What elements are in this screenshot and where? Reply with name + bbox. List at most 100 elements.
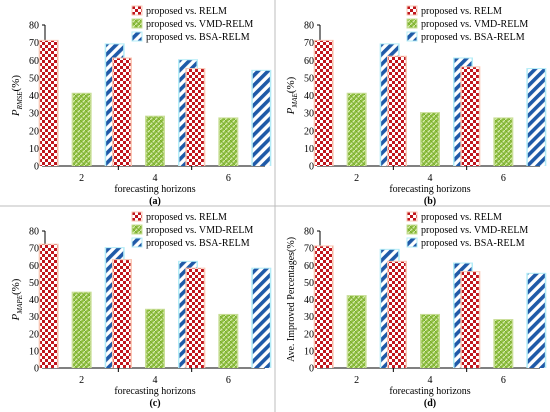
legend-swatch-vmd-relm: [131, 18, 143, 29]
y-tick-label: 80: [29, 21, 39, 32]
y-tick-label: 20: [304, 329, 314, 340]
bar-relm-h2: [315, 246, 333, 368]
legend-swatch-relm: [406, 5, 418, 16]
y-tick-label: 50: [304, 73, 314, 84]
y-tick-label: 30: [29, 312, 39, 323]
y-tick-label: 40: [29, 295, 39, 306]
y-tick-label: 20: [29, 126, 39, 137]
bar-bsa-relm-h6: [252, 268, 270, 368]
legend-swatch-vmd-relm: [131, 224, 143, 235]
x-axis-label: forecasting horizons: [389, 386, 470, 397]
legend-label-bsa-relm: proposed vs. BSA-RELM: [146, 32, 250, 43]
x-tick-label: 6: [501, 375, 506, 386]
panel-label: (c): [149, 398, 160, 409]
bar-relm-h2: [315, 40, 333, 166]
y-tick-label: 0: [309, 364, 314, 375]
bar-relm-h6: [186, 69, 204, 166]
legend-swatch-bsa-relm: [131, 31, 143, 42]
bar-relm-h2: [40, 40, 58, 166]
y-tick-label: 10: [29, 346, 39, 357]
legend-label-relm: proposed vs. RELM: [421, 6, 502, 17]
bar-relm-h2: [40, 244, 58, 368]
x-tick-label: 4: [153, 173, 158, 184]
y-axis-label: Ave. Improved Percentages(%): [286, 237, 297, 362]
legend-swatch-bsa-relm: [131, 237, 143, 248]
legend-swatch-vmd-relm: [406, 224, 418, 235]
bar-vmd-relm-h4: [421, 113, 439, 166]
y-tick-label: 60: [304, 56, 314, 67]
x-tick-label: 6: [501, 173, 506, 184]
y-tick-label: 80: [304, 21, 314, 32]
bar-vmd-relm-h6: [219, 118, 237, 166]
panel-c: 0 10 20 30 40 50 60 70 80 2 4 6 forecasting horizons…: [10, 211, 272, 409]
legend: proposed vs. RELM proposed vs. VMD-RELM pr…: [131, 5, 253, 43]
legend: proposed vs. RELM proposed vs. VMD-RELM pr…: [406, 211, 528, 249]
y-axis-label: PMAE(%): [285, 76, 299, 115]
legend-label-relm: proposed vs. RELM: [421, 212, 502, 223]
y-tick-label: 70: [29, 38, 39, 49]
x-tick-label: 4: [428, 173, 433, 184]
bar-relm-h6: [186, 268, 204, 368]
legend-label-vmd-relm: proposed vs. VMD-RELM: [146, 19, 253, 30]
y-tick-label: 60: [304, 261, 314, 272]
bar-vmd-relm-h2: [348, 93, 366, 166]
y-tick-label: 60: [29, 56, 39, 67]
y-tick-label: 10: [304, 144, 314, 155]
bar-vmd-relm-h6: [494, 118, 512, 166]
y-tick-label: 0: [34, 162, 39, 173]
legend-label-vmd-relm: proposed vs. VMD-RELM: [421, 225, 528, 236]
panel-a: 0 10 20 30 40 50 60 70 80 2 4 6 forecasting horizons…: [10, 5, 272, 207]
panel-label: (b): [424, 196, 436, 207]
y-axis-label: PMAPE(%): [10, 278, 24, 321]
x-tick-label: 6: [226, 375, 231, 386]
y-tick-label: 30: [29, 109, 39, 120]
y-tick-label: 0: [309, 162, 314, 173]
bar-vmd-relm-h4: [146, 309, 164, 368]
panel-b: 0 10 20 30 40 50 60 70 80 2 4 6 forecasting horizons…: [285, 5, 547, 207]
y-tick-label: 50: [29, 278, 39, 289]
legend-label-bsa-relm: proposed vs. BSA-RELM: [146, 238, 250, 249]
bar-relm-h6: [461, 67, 479, 166]
y-tick-label: 40: [29, 91, 39, 102]
x-tick-label: 2: [354, 375, 359, 386]
bar-vmd-relm-h4: [146, 116, 164, 166]
bar-bsa-relm-h6: [252, 70, 270, 166]
x-axis-label: forecasting horizons: [114, 386, 195, 397]
x-axis-label: forecasting horizons: [114, 184, 195, 195]
bar-bsa-relm-h6: [527, 273, 545, 368]
y-axis-label: PRMSE(%): [10, 75, 24, 117]
y-tick-label: 30: [304, 109, 314, 120]
bar-vmd-relm-h6: [494, 320, 512, 368]
legend-swatch-relm: [131, 211, 143, 222]
legend-swatch-bsa-relm: [406, 237, 418, 248]
panel-label: (a): [149, 196, 161, 207]
y-tick-label: 40: [304, 295, 314, 306]
y-tick-label: 20: [304, 126, 314, 137]
legend-label-vmd-relm: proposed vs. VMD-RELM: [421, 19, 528, 30]
y-tick-label: 20: [29, 329, 39, 340]
bar-relm-h4: [113, 260, 131, 368]
y-tick-label: 80: [304, 227, 314, 238]
x-tick-label: 2: [79, 375, 84, 386]
bar-vmd-relm-h6: [219, 314, 237, 368]
legend-label-relm: proposed vs. RELM: [146, 6, 227, 17]
legend-swatch-vmd-relm: [406, 18, 418, 29]
panel-d: 0 10 20 30 40 50 60 70 80 2 4 6 forecasting horizons…: [286, 211, 547, 409]
legend-swatch-relm: [131, 5, 143, 16]
bar-relm-h4: [388, 56, 406, 166]
y-tick-label: 70: [304, 38, 314, 49]
y-tick-label: 30: [304, 312, 314, 323]
bar-relm-h4: [113, 58, 131, 166]
y-tick-label: 80: [29, 227, 39, 238]
legend-label-bsa-relm: proposed vs. BSA-RELM: [421, 32, 525, 43]
y-tick-label: 10: [29, 144, 39, 155]
bar-bsa-relm-h6: [527, 69, 545, 166]
y-tick-label: 0: [34, 364, 39, 375]
legend-label-vmd-relm: proposed vs. VMD-RELM: [146, 225, 253, 236]
legend-label-bsa-relm: proposed vs. BSA-RELM: [421, 238, 525, 249]
x-tick-label: 2: [354, 173, 359, 184]
y-tick-label: 70: [304, 244, 314, 255]
y-tick-label: 40: [304, 91, 314, 102]
bar-vmd-relm-h2: [73, 292, 91, 368]
